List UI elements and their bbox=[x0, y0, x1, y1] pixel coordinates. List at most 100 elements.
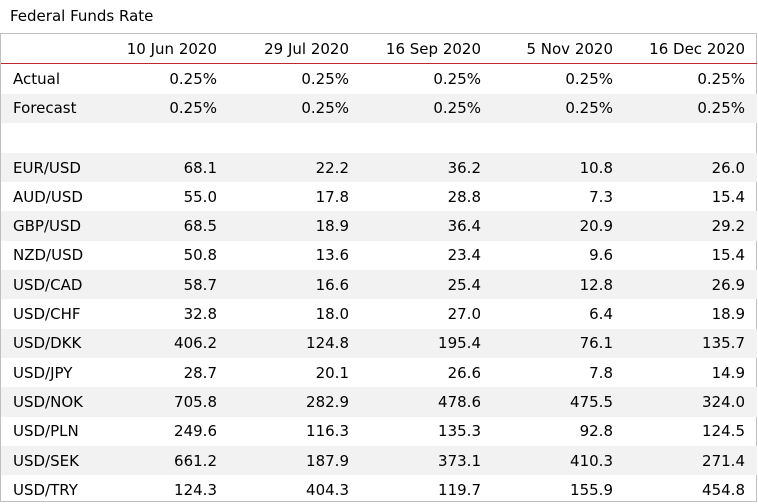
table-cell: 6.4 bbox=[589, 305, 613, 324]
row-label: USD/CAD bbox=[1, 270, 96, 300]
table-cell: 119.7 bbox=[438, 480, 481, 499]
table-cell: 282.9 bbox=[229, 387, 361, 417]
table-cell: 410.3 bbox=[493, 445, 625, 476]
pair-row: USD/JPY 28.7 20.1 26.6 7.8 14.9 bbox=[1, 358, 757, 387]
table-cell: 9.6 bbox=[589, 246, 613, 265]
row-label: NZD/USD bbox=[13, 246, 84, 265]
header-row: 10 Jun 2020 29 Jul 2020 16 Sep 2020 5 No… bbox=[1, 34, 757, 65]
row-label: USD/TRY bbox=[13, 480, 78, 499]
table-cell: 18.9 bbox=[711, 305, 745, 324]
table-cell: 22.2 bbox=[229, 152, 361, 183]
table-cell: 705.8 bbox=[96, 387, 229, 417]
table-cell: 454.8 bbox=[702, 480, 745, 499]
table-cell: 26.6 bbox=[447, 363, 481, 382]
table-cell: 55.0 bbox=[183, 187, 217, 206]
table-cell: 13.6 bbox=[315, 246, 349, 265]
table-cell: 15.4 bbox=[711, 246, 745, 265]
table-cell: 18.9 bbox=[229, 211, 361, 241]
column-header: 5 Nov 2020 bbox=[493, 34, 625, 65]
table-cell: 10.8 bbox=[493, 152, 625, 183]
table-cell: 7.8 bbox=[589, 363, 613, 382]
pair-row: EUR/USD 68.1 22.2 36.2 10.8 26.0 bbox=[1, 152, 757, 183]
table-cell: 0.25% bbox=[565, 69, 613, 88]
table-cell: 27.0 bbox=[447, 305, 481, 324]
table-cell: 68.5 bbox=[96, 211, 229, 241]
table-cell: 271.4 bbox=[625, 445, 757, 476]
table-cell: 20.9 bbox=[493, 211, 625, 241]
page-title: Federal Funds Rate bbox=[10, 7, 154, 25]
table-cell: 249.6 bbox=[174, 422, 217, 441]
spacer-cell bbox=[229, 123, 361, 153]
table-cell: 36.4 bbox=[361, 211, 493, 241]
table-cell: 26.0 bbox=[625, 152, 757, 183]
table-cell: 92.8 bbox=[579, 422, 613, 441]
pair-row: USD/PLN 249.6 116.3 135.3 92.8 124.5 bbox=[1, 417, 757, 446]
table-cell: 15.4 bbox=[711, 187, 745, 206]
table-cell: 135.7 bbox=[625, 328, 757, 358]
row-label: Forecast bbox=[1, 93, 96, 123]
table-cell: 76.1 bbox=[493, 328, 625, 358]
table-cell: 36.2 bbox=[361, 152, 493, 183]
table-cell: 124.3 bbox=[174, 480, 217, 499]
table-cell: 155.9 bbox=[570, 480, 613, 499]
spacer-cell bbox=[96, 123, 229, 153]
pair-row: USD/SEK 661.2 187.9 373.1 410.3 271.4 bbox=[1, 445, 757, 476]
pair-row: NZD/USD 50.8 13.6 23.4 9.6 15.4 bbox=[1, 241, 757, 270]
row-label: USD/JPY bbox=[13, 363, 73, 382]
table-cell: 20.1 bbox=[315, 363, 349, 382]
table-cell: 0.25% bbox=[493, 93, 625, 123]
row-label: GBP/USD bbox=[1, 211, 96, 241]
rate-row: Forecast 0.25% 0.25% 0.25% 0.25% 0.25% bbox=[1, 93, 757, 123]
table-cell: 68.1 bbox=[96, 152, 229, 183]
spacer-cell bbox=[625, 123, 757, 153]
table-cell: 28.7 bbox=[183, 363, 217, 382]
column-header: 29 Jul 2020 bbox=[229, 34, 361, 65]
table-cell: 12.8 bbox=[493, 270, 625, 300]
table-cell: 0.25% bbox=[229, 93, 361, 123]
table-cell: 26.9 bbox=[625, 270, 757, 300]
data-table: 10 Jun 2020 29 Jul 2020 16 Sep 2020 5 No… bbox=[1, 34, 757, 504]
rate-row: Actual 0.25% 0.25% 0.25% 0.25% 0.25% bbox=[1, 64, 757, 94]
table-cell: 187.9 bbox=[229, 445, 361, 476]
table-body: Actual 0.25% 0.25% 0.25% 0.25% 0.25% Forecast 0… bbox=[1, 64, 757, 504]
pair-row: USD/CAD 58.7 16.6 25.4 12.8 26.9 bbox=[1, 270, 757, 300]
table-cell: 135.3 bbox=[438, 422, 481, 441]
table-cell: 28.8 bbox=[447, 187, 481, 206]
table-cell: 404.3 bbox=[306, 480, 349, 499]
table-cell: 16.6 bbox=[229, 270, 361, 300]
table-cell: 32.8 bbox=[183, 305, 217, 324]
table-cell: 478.6 bbox=[361, 387, 493, 417]
row-label: Actual bbox=[13, 69, 60, 88]
column-header: 16 Sep 2020 bbox=[361, 34, 493, 65]
table-cell: 0.25% bbox=[301, 69, 349, 88]
pair-row: USD/TRY 124.3 404.3 119.7 155.9 454.8 bbox=[1, 475, 757, 504]
spacer-row bbox=[1, 123, 757, 153]
table-cell: 7.3 bbox=[589, 187, 613, 206]
table-cell: 29.2 bbox=[625, 211, 757, 241]
pair-row: USD/DKK 406.2 124.8 195.4 76.1 135.7 bbox=[1, 328, 757, 358]
column-header: 10 Jun 2020 bbox=[96, 34, 229, 65]
spacer-cell bbox=[493, 123, 625, 153]
table-cell: 475.5 bbox=[493, 387, 625, 417]
table-cell: 0.25% bbox=[361, 93, 493, 123]
table-cell: 25.4 bbox=[361, 270, 493, 300]
data-table-container: 10 Jun 2020 29 Jul 2020 16 Sep 2020 5 No… bbox=[0, 33, 757, 502]
spacer-cell bbox=[1, 123, 96, 153]
row-label: EUR/USD bbox=[1, 152, 96, 183]
spacer-cell bbox=[361, 123, 493, 153]
table-cell: 17.8 bbox=[315, 187, 349, 206]
pair-row: USD/NOK 705.8 282.9 478.6 475.5 324.0 bbox=[1, 387, 757, 417]
table-cell: 124.8 bbox=[229, 328, 361, 358]
pair-row: USD/CHF 32.8 18.0 27.0 6.4 18.9 bbox=[1, 299, 757, 328]
table-cell: 0.25% bbox=[96, 93, 229, 123]
pair-row: GBP/USD 68.5 18.9 36.4 20.9 29.2 bbox=[1, 211, 757, 241]
table-cell: 18.0 bbox=[315, 305, 349, 324]
row-label: AUD/USD bbox=[13, 187, 83, 206]
table-cell: 50.8 bbox=[183, 246, 217, 265]
table-cell: 661.2 bbox=[96, 445, 229, 476]
row-label: USD/PLN bbox=[13, 422, 79, 441]
table-cell: 58.7 bbox=[96, 270, 229, 300]
table-cell: 23.4 bbox=[447, 246, 481, 265]
table-cell: 14.9 bbox=[711, 363, 745, 382]
table-cell: 373.1 bbox=[361, 445, 493, 476]
